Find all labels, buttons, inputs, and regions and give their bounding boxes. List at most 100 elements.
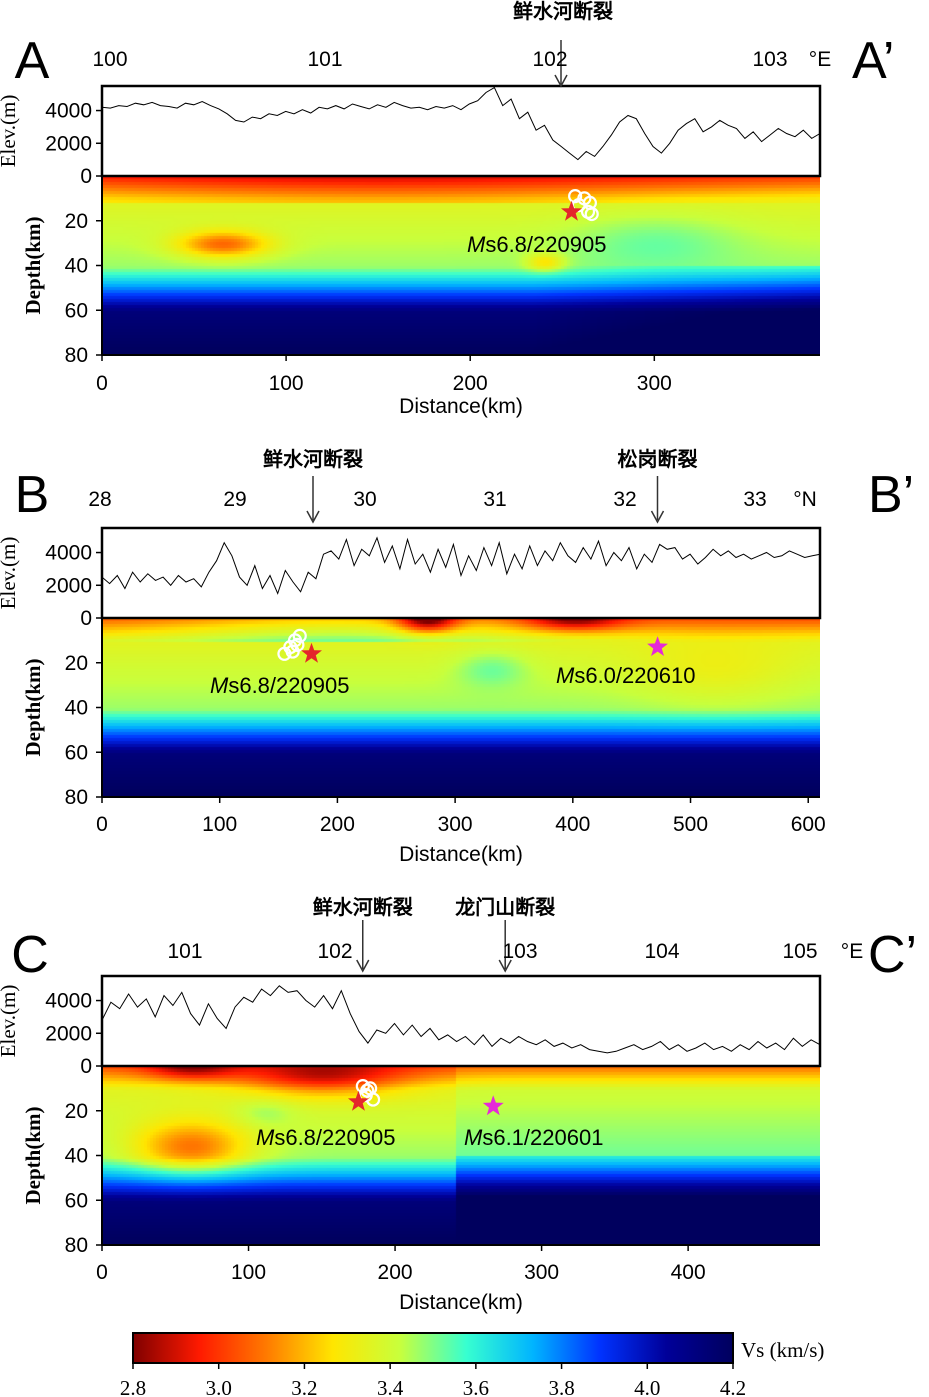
panel-letter-end: B’	[868, 466, 914, 524]
epicenter-star	[561, 200, 582, 221]
depth-tick-label: 60	[65, 299, 88, 322]
depth-tick-label: 40	[65, 697, 88, 720]
depth-tick-label: 20	[65, 1100, 88, 1123]
top-tick-label: 30	[353, 488, 376, 511]
elev-tick-label: 2000	[45, 574, 92, 597]
event-label-text: s6.8/220905	[274, 1125, 395, 1150]
top-tick-label: 104	[644, 940, 679, 963]
top-axis-unit: °N	[793, 488, 817, 511]
epicenter-star	[647, 636, 668, 656]
x-tick-label: 200	[378, 1261, 413, 1284]
panel-letter-start: C	[11, 926, 49, 984]
colorbar-tick-label: 2.8	[120, 1376, 146, 1397]
elev-axis-label: Elev.(m)	[0, 95, 20, 168]
event-label: Ms6.1/220601	[464, 1125, 603, 1150]
elevation-line-C	[101, 985, 821, 1054]
event-label-magnitude-type: M	[464, 1125, 483, 1150]
fault-arrow-head	[356, 959, 370, 973]
event-label-magnitude-type: M	[467, 232, 486, 257]
top-tick-label: 101	[307, 48, 342, 71]
event-label-text: s6.1/220601	[482, 1125, 603, 1150]
x-tick-label: 200	[320, 813, 355, 836]
top-tick-label: 29	[223, 488, 246, 511]
depth-tick-label: 20	[65, 652, 88, 675]
depth-tick-label: 40	[65, 255, 88, 278]
fault-arrow-head	[554, 74, 568, 88]
colorbar-tick-label: 3.6	[463, 1376, 489, 1397]
top-tick-label: 31	[483, 488, 506, 511]
colorbar-tick-label: 4.2	[720, 1376, 746, 1397]
elevation-line-A	[101, 86, 821, 161]
event-label-text: s6.8/220905	[485, 232, 606, 257]
panel-letter-start: A	[15, 32, 50, 90]
velocity-heatmap-C	[102, 1066, 820, 1245]
x-axis-label: Distance(km)	[399, 1291, 523, 1314]
top-tick-label: 103	[752, 48, 787, 71]
elev-tick-label: 4000	[45, 542, 92, 565]
x-tick-label: 300	[438, 813, 473, 836]
velocity-maps	[102, 176, 820, 1245]
elev-tick-label: 4000	[45, 990, 92, 1013]
fault-label: 鲜水河断裂	[513, 0, 613, 23]
aftershock-marker	[568, 189, 583, 204]
elevation-frame-A	[100, 84, 822, 178]
top-tick-label: 100	[92, 48, 127, 71]
depth-axis-label: Depth(km)	[21, 658, 45, 756]
fault-label: 鲜水河断裂	[263, 447, 363, 471]
elev-tick-label: 0	[80, 1055, 92, 1078]
elev-tick-label: 4000	[45, 100, 92, 123]
fault-label: 鲜水河断裂	[313, 895, 413, 919]
depth-tick-label: 80	[65, 1234, 88, 1257]
elev-axis-label: Elev.(m)	[0, 537, 20, 610]
fault-arrow-head	[498, 959, 512, 973]
elev-tick-label: 0	[80, 607, 92, 630]
aftershock-marker	[584, 206, 599, 222]
event-label-text: s6.8/220905	[228, 673, 349, 698]
colorbar-tick-label: 3.4	[377, 1376, 404, 1397]
top-axis-unit: °E	[809, 48, 831, 71]
colorbar-label: Vs (km/s)	[741, 1338, 824, 1362]
velocity-heatmap-A	[102, 176, 820, 355]
velocity-heatmap-B	[102, 618, 820, 797]
event-label-magnitude-type: M	[256, 1125, 275, 1150]
panel-letter-end: C’	[868, 926, 917, 984]
x-tick-label: 100	[231, 1261, 266, 1284]
event-label-magnitude-type: M	[210, 673, 229, 698]
elev-tick-label: 2000	[45, 1022, 92, 1045]
event-label: Ms6.8/220905	[210, 673, 349, 698]
epicenter-star	[301, 642, 322, 663]
top-tick-label: 28	[88, 488, 111, 511]
elev-tick-label: 0	[80, 165, 92, 188]
top-axis-unit: °E	[841, 940, 863, 963]
fault-label: 松岗断裂	[618, 447, 698, 471]
top-tick-label: 102	[532, 48, 567, 71]
depth-tick-label: 60	[65, 1189, 88, 1212]
depth-tick-label: 40	[65, 1145, 88, 1168]
elevation-frame-C	[100, 974, 822, 1068]
depth-axis-label: Depth(km)	[21, 216, 45, 314]
top-tick-label: 33	[743, 488, 766, 511]
colorbar-tick-label: 3.0	[206, 1376, 232, 1397]
x-tick-label: 600	[791, 813, 826, 836]
fault-arrow-head	[650, 510, 665, 524]
panel-letter-start: B	[15, 466, 50, 524]
x-tick-label: 400	[555, 813, 590, 836]
x-tick-label: 400	[671, 1261, 706, 1284]
top-tick-label: 102	[317, 940, 352, 963]
x-axis-label: Distance(km)	[399, 395, 523, 418]
depth-axis-label: Depth(km)	[21, 1106, 45, 1204]
x-tick-label: 200	[453, 372, 488, 395]
panel-frames	[96, 40, 822, 1369]
x-tick-label: 0	[96, 813, 108, 836]
elev-tick-label: 2000	[45, 132, 92, 155]
colorbar-tick-label: 3.2	[291, 1376, 317, 1397]
top-tick-label: 101	[167, 940, 202, 963]
fault-arrow-head	[306, 510, 320, 524]
depth-tick-label: 20	[65, 210, 88, 233]
elevation-line-B	[101, 536, 821, 595]
fault-label: 龙门山断裂	[455, 895, 555, 919]
panel-letter-end: A’	[852, 32, 894, 90]
event-label: Ms6.8/220905	[256, 1125, 395, 1150]
